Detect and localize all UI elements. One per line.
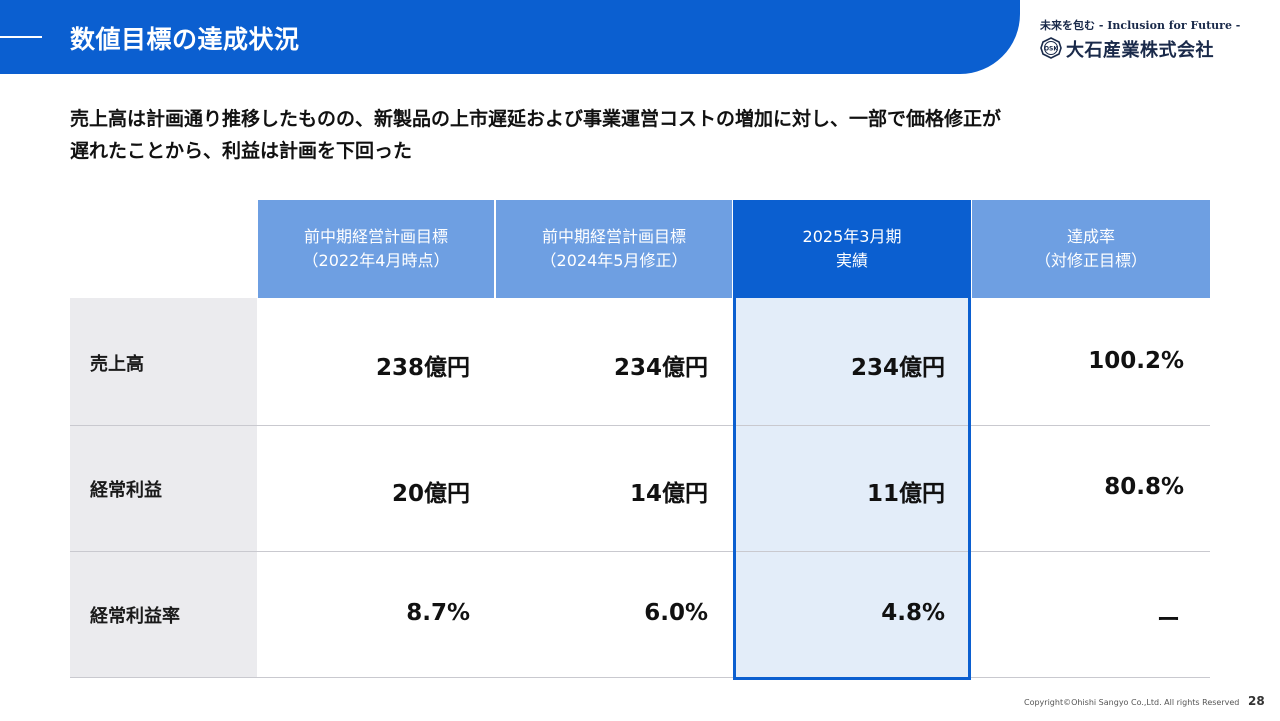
column-header-2022-target: 前中期経営計画目標 （2022年4月時点） <box>258 200 494 298</box>
header-banner <box>0 0 1020 74</box>
title-accent-line <box>0 36 42 38</box>
table-cell: 8.7% <box>406 600 470 626</box>
row-divider <box>70 677 1210 678</box>
table-cell: 6.0% <box>644 600 708 626</box>
row-label-ordinary-profit-margin: 経常利益率 <box>90 606 180 627</box>
svg-text:OSK: OSK <box>1044 46 1058 53</box>
target-achievement-table: 前中期経営計画目標 （2022年4月時点） 前中期経営計画目標 （2024年5月… <box>70 200 1210 680</box>
table-cell: 234億円 <box>613 355 708 381</box>
table-cell: 80.8% <box>1104 474 1184 500</box>
row-label-sales: 売上高 <box>90 354 144 375</box>
row-label-ordinary-profit: 経常利益 <box>90 480 162 501</box>
row-divider <box>70 425 1210 426</box>
lead-line-2: 遅れたことから、利益は計画を下回った <box>70 140 413 162</box>
page-title: 数値目標の達成状況 <box>70 25 300 54</box>
table-cell: 20億円 <box>391 481 470 507</box>
lead-text: 売上高は計画通り推移したものの、新製品の上市遅延および事業運営コストの増加に対し… <box>70 103 1200 167</box>
table-cell: ー <box>1157 607 1180 633</box>
company-name: 大石産業株式会社 <box>1066 40 1214 61</box>
logo-tagline: 未来を包む - Inclusion for Future - <box>1040 19 1241 32</box>
table-cell: 4.8% <box>881 600 945 626</box>
table-cell: 100.2% <box>1088 348 1184 374</box>
row-label-column <box>70 298 257 678</box>
table-cell: 14億円 <box>629 481 708 507</box>
lead-line-1: 売上高は計画通り推移したものの、新製品の上市遅延および事業運営コストの増加に対し… <box>70 108 1002 130</box>
table-cell: 238億円 <box>375 355 470 381</box>
column-header-achievement-rate: 達成率 （対修正目標） <box>972 200 1210 298</box>
actual-column-highlight <box>734 298 970 678</box>
table-cell: 234億円 <box>850 355 945 381</box>
copyright-text: Copyright©Ohishi Sangyo Co.,Ltd. All rig… <box>1024 698 1240 707</box>
company-logo-icon: OSK <box>1040 37 1062 59</box>
row-divider <box>70 551 1210 552</box>
column-header-2024-revised-target: 前中期経営計画目標 （2024年5月修正） <box>496 200 732 298</box>
table-cell: 11億円 <box>866 481 945 507</box>
column-header-fy2025-actual: 2025年3月期 実績 <box>734 200 970 298</box>
actual-column-frame <box>733 200 971 680</box>
page-number: 28 <box>1248 694 1265 708</box>
